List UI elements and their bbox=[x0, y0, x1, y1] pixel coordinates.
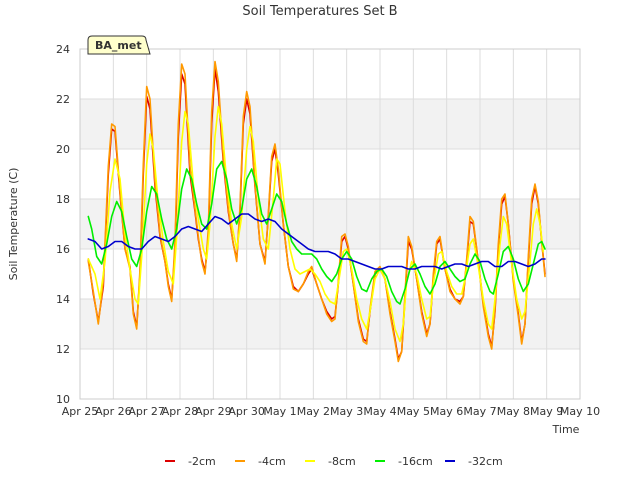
x-tick-label: Apr 26 bbox=[95, 405, 132, 418]
legend-label--4cm: -4cm bbox=[258, 455, 286, 468]
series-line--4cm bbox=[87, 60, 546, 363]
x-tick-label: May 4 bbox=[363, 405, 396, 418]
chart-title: Soil Temperatures Set B bbox=[242, 4, 397, 19]
y-tick-label: 22 bbox=[56, 93, 70, 106]
x-tick-label: May 3 bbox=[330, 405, 363, 418]
x-axis-label: Time bbox=[552, 423, 580, 436]
plot-bands bbox=[80, 49, 580, 399]
legend-label--32cm: -32cm bbox=[468, 455, 503, 468]
x-tick-label: May 5 bbox=[397, 405, 430, 418]
station-tag-label: BA_met bbox=[95, 39, 142, 52]
x-tick-label: Apr 28 bbox=[162, 405, 199, 418]
x-tick-label: May 1 bbox=[263, 405, 296, 418]
series-line--32cm bbox=[87, 213, 546, 270]
plot-band bbox=[80, 349, 580, 399]
y-tick-label: 12 bbox=[56, 343, 70, 356]
x-tick-label: Apr 30 bbox=[228, 405, 265, 418]
plot-band bbox=[80, 199, 580, 249]
y-tick-label: 10 bbox=[56, 393, 70, 406]
series-line--8cm bbox=[87, 105, 545, 343]
legend-label--16cm: -16cm bbox=[398, 455, 433, 468]
legend-label--8cm: -8cm bbox=[328, 455, 356, 468]
plot-band bbox=[80, 99, 580, 149]
x-tick-label: May 6 bbox=[430, 405, 463, 418]
x-tick-label: May 2 bbox=[297, 405, 330, 418]
y-tick-label: 18 bbox=[56, 193, 70, 206]
legend: -2cm -4cm -8cm -16cm -32cm bbox=[165, 455, 503, 468]
y-axis-ticks: 10 12 14 16 18 20 22 24 bbox=[56, 43, 70, 406]
x-tick-label: Apr 27 bbox=[128, 405, 165, 418]
y-tick-label: 24 bbox=[56, 43, 70, 56]
x-tick-label: Apr 29 bbox=[195, 405, 232, 418]
plot-band bbox=[80, 299, 580, 349]
y-tick-label: 14 bbox=[56, 293, 70, 306]
x-tick-label: May 8 bbox=[497, 405, 530, 418]
series-lines bbox=[87, 60, 546, 363]
x-tick-label: May 7 bbox=[463, 405, 496, 418]
plot-band bbox=[80, 249, 580, 299]
y-tick-label: 20 bbox=[56, 143, 70, 156]
plot-frame bbox=[79, 48, 581, 400]
plot-band bbox=[80, 49, 580, 99]
x-tick-label: Apr 25 bbox=[62, 405, 99, 418]
x-tick-label: May 9 bbox=[530, 405, 563, 418]
station-tag: BA_met bbox=[87, 35, 151, 55]
plot-band bbox=[80, 149, 580, 199]
y-axis-label: Soil Temperature (C) bbox=[7, 168, 20, 281]
y-tick-label: 16 bbox=[56, 243, 70, 256]
x-tick-label: May 10 bbox=[560, 405, 600, 418]
legend-label--2cm: -2cm bbox=[188, 455, 216, 468]
series-line--16cm bbox=[87, 160, 546, 305]
station-tag-box bbox=[87, 35, 151, 55]
